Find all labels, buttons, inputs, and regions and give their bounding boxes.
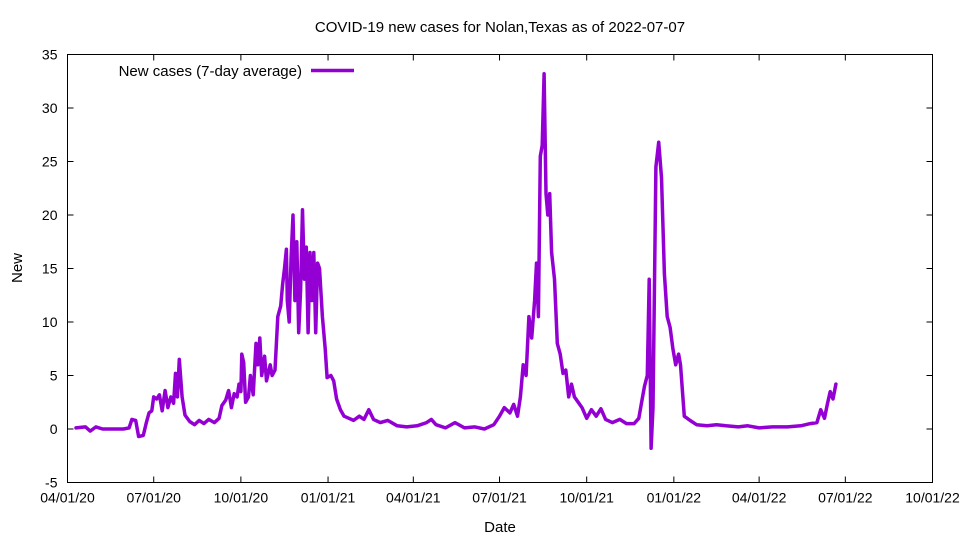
y-tick-label: 25 bbox=[42, 154, 58, 170]
y-tick-label: 35 bbox=[42, 47, 58, 63]
x-tick-label: 10/01/20 bbox=[214, 490, 269, 506]
y-tick-label: -5 bbox=[45, 475, 58, 491]
legend-label: New cases (7-day average) bbox=[119, 63, 302, 80]
x-tick-label: 07/01/22 bbox=[818, 490, 873, 506]
y-tick-label: 15 bbox=[42, 261, 58, 277]
y-tick-label: 10 bbox=[42, 314, 58, 330]
x-tick-label: 07/01/20 bbox=[126, 490, 181, 506]
y-axis-label: New bbox=[9, 253, 26, 283]
chart-title: COVID-19 new cases for Nolan,Texas as of… bbox=[315, 19, 685, 36]
x-tick-label: 04/01/22 bbox=[732, 490, 787, 506]
y-tick-label: 0 bbox=[50, 421, 58, 437]
series-group bbox=[74, 72, 838, 451]
plot-frame bbox=[67, 54, 933, 483]
x-tick-label: 04/01/21 bbox=[386, 490, 441, 506]
y-tick-label: 30 bbox=[42, 100, 58, 116]
x-tick-label: 10/01/22 bbox=[905, 490, 960, 506]
series-line-new-cases bbox=[74, 72, 838, 451]
y-tick-label: 20 bbox=[42, 207, 58, 223]
x-tick-label: 01/01/22 bbox=[647, 490, 702, 506]
x-tick-label: 01/01/21 bbox=[301, 490, 356, 506]
x-tick-label: 07/01/21 bbox=[472, 490, 527, 506]
x-axis-label: Date bbox=[484, 519, 516, 536]
x-tick-label: 04/01/20 bbox=[40, 490, 95, 506]
legend: New cases (7-day average) bbox=[119, 63, 354, 80]
y-axis: -5 0 5 10 15 20 25 30 35 bbox=[42, 47, 933, 491]
x-axis: 04/01/20 07/01/20 10/01/20 01/01/21 04/01/21… bbox=[40, 54, 960, 506]
y-tick-label: 5 bbox=[50, 368, 58, 384]
x-tick-label: 10/01/21 bbox=[559, 490, 614, 506]
